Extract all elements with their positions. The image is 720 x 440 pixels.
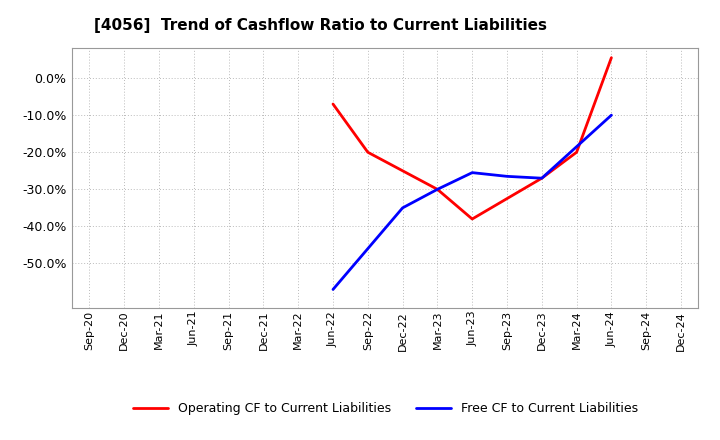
Operating CF to Current Liabilities: [572, 150, 581, 155]
Line: Operating CF to Current Liabilities: Operating CF to Current Liabilities: [333, 58, 611, 219]
Line: Free CF to Current Liabilities: Free CF to Current Liabilities: [333, 115, 611, 290]
Text: [4056]  Trend of Cashflow Ratio to Current Liabilities: [4056] Trend of Cashflow Ratio to Curren…: [94, 18, 546, 33]
Operating CF to Current Liabilities: [364, 150, 372, 155]
Operating CF to Current Liabilities: [537, 176, 546, 181]
Operating CF to Current Liabilities: [433, 187, 442, 192]
Operating CF to Current Liabilities: [468, 216, 477, 222]
Free CF to Current Liabilities: [468, 170, 477, 175]
Operating CF to Current Liabilities: [607, 55, 616, 60]
Free CF to Current Liabilities: [503, 174, 511, 179]
Operating CF to Current Liabilities: [328, 101, 337, 106]
Free CF to Current Liabilities: [398, 205, 407, 210]
Free CF to Current Liabilities: [537, 176, 546, 181]
Legend: Operating CF to Current Liabilities, Free CF to Current Liabilities: Operating CF to Current Liabilities, Fre…: [127, 397, 643, 420]
Free CF to Current Liabilities: [328, 287, 337, 292]
Free CF to Current Liabilities: [433, 187, 442, 192]
Free CF to Current Liabilities: [607, 113, 616, 118]
